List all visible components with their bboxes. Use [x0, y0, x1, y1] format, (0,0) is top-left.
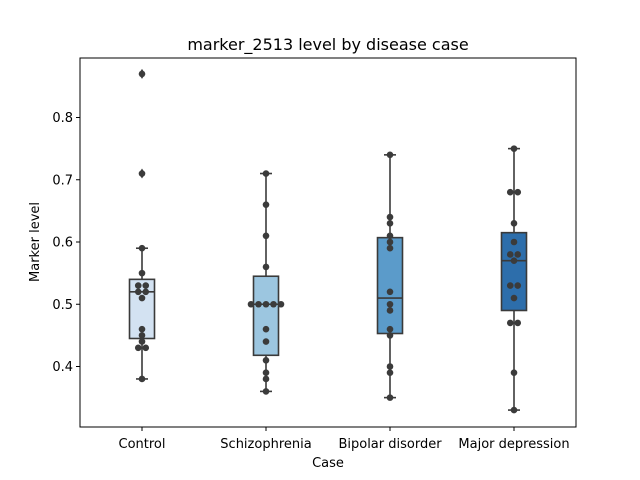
- chart-title: marker_2513 level by disease case: [187, 35, 468, 55]
- data-point: [386, 363, 394, 370]
- data-point: [255, 300, 262, 308]
- data-point: [514, 188, 522, 196]
- data-point: [386, 394, 394, 401]
- data-point: [262, 201, 270, 208]
- data-point: [262, 375, 270, 383]
- data-point: [386, 238, 394, 246]
- data-point: [506, 188, 514, 196]
- data-point: [262, 369, 270, 377]
- data-point: [134, 344, 142, 352]
- data-point: [262, 356, 270, 364]
- data-point: [386, 325, 394, 333]
- x-tick-label: Control: [119, 437, 166, 452]
- x-axis-label: Case: [312, 456, 344, 471]
- data-point: [386, 220, 394, 227]
- data-point: [138, 375, 146, 383]
- data-point: [270, 300, 277, 308]
- data-point: [138, 170, 146, 177]
- y-tick-label: 0.7: [52, 173, 73, 188]
- data-point: [262, 325, 270, 333]
- data-point: [138, 294, 146, 302]
- data-point: [506, 251, 514, 258]
- y-tick-label: 0.6: [52, 236, 73, 251]
- x-axis: Control Schizophrenia Bipolar disorder Majo…: [119, 427, 570, 452]
- data-point: [262, 338, 270, 345]
- data-point: [262, 170, 270, 177]
- data-point: [386, 300, 394, 308]
- data-point: [138, 269, 146, 277]
- data-point: [386, 232, 394, 240]
- y-tick-label: 0.4: [52, 360, 73, 375]
- data-point: [138, 244, 146, 252]
- data-point: [514, 282, 522, 289]
- data-point: [510, 257, 518, 264]
- data-point: [386, 288, 394, 296]
- data-point: [138, 70, 146, 78]
- plot-area: [128, 68, 528, 414]
- data-point: [386, 151, 394, 159]
- data-point: [514, 251, 522, 258]
- data-point: [262, 388, 270, 395]
- data-point: [386, 369, 394, 377]
- data-point: [386, 244, 394, 252]
- data-point: [510, 238, 518, 246]
- x-tick-label: Major depression: [458, 437, 569, 452]
- data-point: [138, 325, 146, 333]
- data-point: [510, 369, 518, 377]
- x-tick-label: Schizophrenia: [220, 437, 311, 452]
- data-point: [138, 332, 146, 339]
- data-point: [142, 344, 150, 352]
- data-point: [514, 319, 522, 327]
- box-group: [376, 154, 404, 399]
- box: [376, 236, 404, 335]
- data-point: [262, 263, 270, 271]
- y-tick-label: 0.5: [52, 298, 73, 313]
- data-point: [262, 232, 270, 240]
- data-point: [262, 300, 270, 308]
- data-point: [277, 300, 285, 308]
- y-axis-label: Marker level: [28, 202, 43, 282]
- y-axis: 0.4 0.5 0.6 0.7 0.8: [52, 111, 80, 375]
- data-point: [142, 288, 150, 296]
- data-point: [134, 288, 142, 296]
- data-point: [386, 307, 394, 314]
- data-point: [510, 145, 518, 152]
- data-point: [134, 282, 142, 289]
- x-tick-label: Bipolar disorder: [338, 437, 442, 452]
- data-point: [247, 300, 255, 308]
- data-point: [510, 220, 518, 227]
- data-point: [506, 282, 514, 289]
- data-point: [510, 294, 518, 302]
- y-tick-label: 0.8: [52, 111, 73, 126]
- data-point: [386, 332, 394, 339]
- data-point: [138, 338, 146, 345]
- data-point: [506, 319, 514, 327]
- data-point: [510, 406, 518, 414]
- data-point: [386, 213, 394, 221]
- data-point: [142, 282, 150, 289]
